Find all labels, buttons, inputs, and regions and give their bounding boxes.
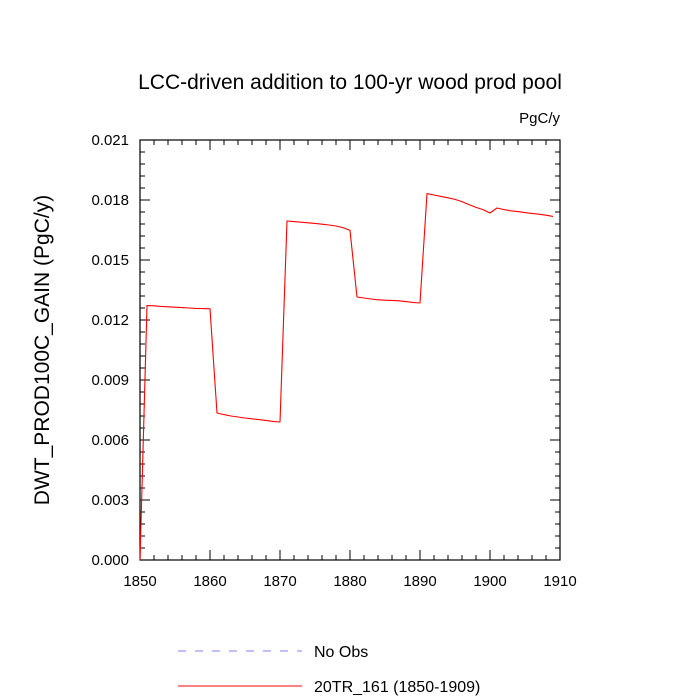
- x-tick-label: 1880: [333, 573, 366, 590]
- x-axis-ticks: 1850 1860 1870 1880 1890 1900 1910: [123, 140, 577, 590]
- series-line-1: [139, 193, 554, 561]
- y-tick-label: 0.018: [91, 192, 129, 209]
- y-axis-label: DWT_PROD100C_GAIN (PgC/y): [31, 195, 54, 505]
- y-axis-ticks: 0.000 0.003 0.006 0.009 0.012 0.015 0.018 0.021: [91, 132, 560, 569]
- series-layer: [139, 193, 554, 561]
- x-tick-label: 1860: [193, 573, 226, 590]
- x-tick-label: 1900: [473, 573, 506, 590]
- y-tick-label: 0.009: [91, 372, 129, 389]
- x-tick-label: 1870: [263, 573, 296, 590]
- plot-frame: [139, 139, 561, 561]
- y-tick-label: 0.003: [91, 492, 129, 509]
- x-tick-label: 1910: [543, 573, 576, 590]
- legend-label-0: No Obs: [314, 644, 368, 661]
- chart-title: LCC-driven addition to 100-yr wood prod …: [138, 71, 562, 94]
- y-tick-label: 0.006: [91, 432, 129, 449]
- legend-label-1: 20TR_161 (1850-1909): [314, 679, 480, 696]
- plot-border: [139, 139, 561, 561]
- x-tick-label: 1850: [123, 573, 156, 590]
- x-tick-label: 1890: [403, 573, 436, 590]
- y-tick-label: 0.015: [91, 252, 129, 269]
- y-tick-label: 0.000: [91, 552, 129, 569]
- y-tick-label: 0.012: [91, 312, 129, 329]
- legend: No Obs 20TR_161 (1850-1909): [178, 644, 480, 696]
- units-label: PgC/y: [519, 110, 560, 127]
- y-tick-label: 0.021: [91, 132, 129, 149]
